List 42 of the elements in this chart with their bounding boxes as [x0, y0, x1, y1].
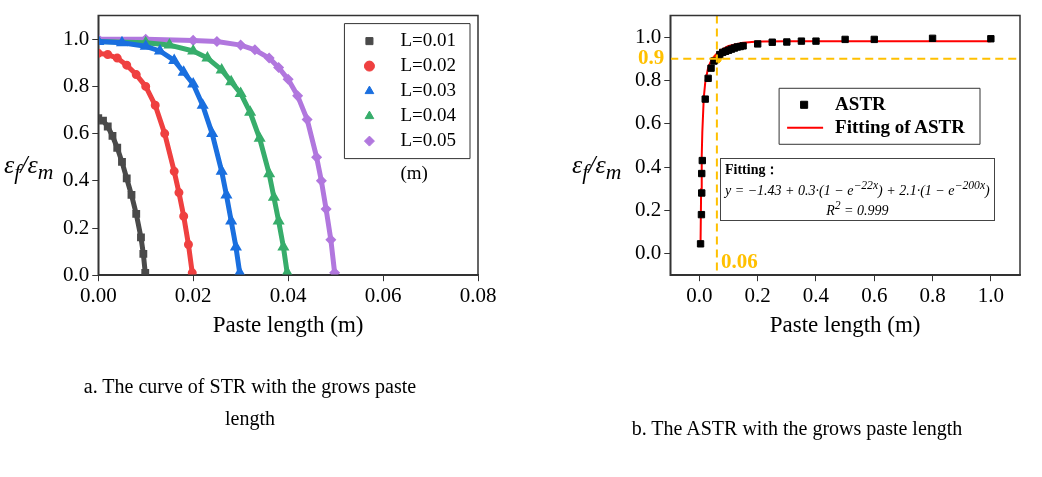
y-tick-label: 0.8	[635, 67, 662, 92]
x-tick-label: 0.4	[802, 283, 830, 308]
x-tick-label: 0.04	[269, 283, 307, 308]
legend-label: ASTR	[835, 92, 887, 114]
x-tick-label: 1.0	[977, 283, 1004, 308]
y-tick-label: 0.2	[635, 196, 662, 221]
annotation: y = −1.43 + 0.3·(1 − e$^{−22x}$) + 2.1·(1 − e$^{−200x}$)	[725, 179, 990, 199]
y-tick-label: 0.4	[635, 153, 662, 178]
x-tick-label: 0.08	[459, 283, 497, 308]
legend-label: Fitting of ASTR	[835, 115, 966, 137]
legend-title: (m)	[400, 162, 428, 185]
x-tick-label: 0.6	[861, 283, 888, 308]
y-tick-label: 0.4	[63, 167, 90, 192]
y-tick-label: 0.6	[635, 110, 662, 135]
y-tick-label: 0.0	[63, 261, 90, 286]
text: b. The ASTR with the grows paste length	[630, 416, 964, 442]
annotation: Fitting：	[725, 161, 781, 179]
y-tick-label: 1.0	[635, 23, 662, 48]
ref-line-label: 0.06	[720, 249, 758, 274]
y-axis-title: ε$_{f}$/ε$_{m}$	[572, 150, 622, 186]
legend-label: L=0.03	[400, 79, 457, 101]
legend-label: L=0.02	[400, 54, 457, 76]
text: a. The curve of STR with the grows paste length	[82, 374, 418, 432]
x-axis-title: Paste length (m)	[769, 312, 921, 338]
y-tick-label: 0.8	[63, 72, 90, 97]
x-tick-label: 0.8	[919, 283, 946, 308]
x-tick-label: 0.0	[686, 283, 713, 308]
x-tick-label: 0.2	[744, 283, 771, 308]
x-tick-label: 0.02	[174, 283, 212, 308]
ref-line-label: 0.9	[638, 45, 665, 70]
y-tick-label: 0.6	[63, 120, 90, 145]
x-tick-label: 0.00	[79, 283, 117, 308]
x-axis-title: Paste length (m)	[212, 312, 364, 338]
y-tick-label: 0.2	[63, 214, 90, 239]
annotation: R$^{2}$ = 0.999	[825, 198, 890, 219]
y-axis-title: ε$_{f}$/ε$_{m}$	[4, 150, 54, 186]
legend-label: L=0.01	[400, 29, 457, 51]
y-tick-label: 1.0	[63, 25, 90, 50]
legend-label: L=0.04	[400, 104, 457, 126]
legend-label: L=0.05	[400, 129, 457, 151]
y-tick-label: 0.0	[635, 240, 662, 265]
x-tick-label: 0.06	[364, 283, 402, 308]
